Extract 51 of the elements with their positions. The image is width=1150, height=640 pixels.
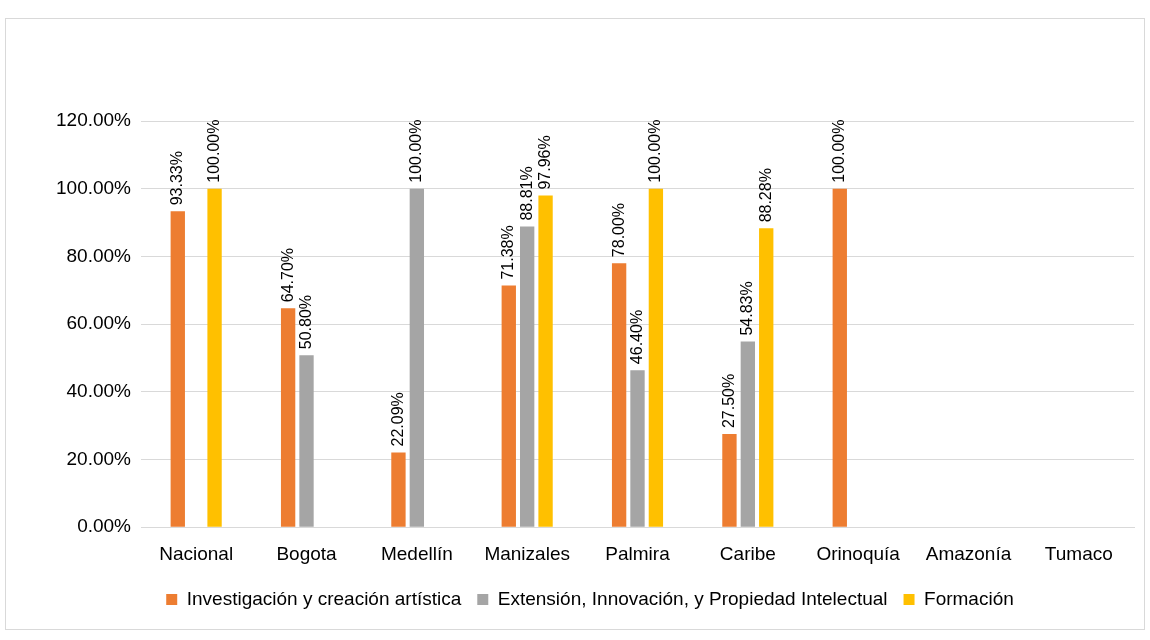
bar — [207, 188, 222, 527]
y-tick-label: 60.00% — [66, 312, 132, 334]
bar — [520, 226, 535, 527]
bar — [722, 434, 737, 527]
data-label: 88.28% — [756, 168, 774, 223]
legend-label: Investigación y creación artística — [186, 587, 462, 609]
bar — [759, 228, 774, 527]
bar — [391, 452, 406, 527]
data-label: 64.70% — [278, 247, 296, 303]
bar — [280, 308, 296, 527]
x-tick-label: Manizales — [484, 542, 570, 564]
bar — [611, 263, 627, 527]
y-tick-label: 100.00% — [55, 176, 132, 198]
y-tick-label: 80.00% — [66, 244, 132, 266]
x-tick-label: Bogota — [276, 542, 338, 564]
data-label: 97.96% — [535, 135, 553, 190]
data-label: 46.40% — [627, 309, 645, 365]
bar — [538, 195, 553, 527]
data-label: 100.00% — [646, 119, 664, 183]
x-tick-label: Palmira — [605, 542, 671, 564]
x-tick-label: Medellín — [380, 542, 453, 564]
data-label: 100.00% — [204, 119, 222, 183]
bar — [501, 285, 516, 527]
y-tick-label: 20.00% — [66, 447, 132, 469]
bar — [170, 211, 185, 527]
data-label: 100.00% — [407, 119, 425, 183]
bar — [409, 188, 425, 527]
x-tick-label: Amazonía — [925, 542, 1012, 564]
data-label: 93.33% — [168, 151, 186, 206]
data-label: 54.83% — [738, 281, 756, 336]
data-label: 27.50% — [719, 373, 737, 429]
data-label: 22.09% — [388, 392, 406, 447]
y-tick-label: 0.00% — [77, 515, 132, 537]
data-label: 50.80% — [296, 294, 314, 350]
bar — [832, 188, 847, 527]
data-label: 78.00% — [609, 202, 627, 258]
legend-label: Extensión, Innovación, y Propiedad Intelectual — [497, 587, 888, 609]
data-label: 88.81% — [517, 166, 535, 221]
x-tick-label: Orinoquía — [816, 542, 901, 564]
data-label: 100.00% — [830, 119, 848, 183]
x-tick-label: Tumaco — [1044, 542, 1113, 564]
x-tick-label: Caribe — [719, 542, 776, 564]
bar — [740, 341, 756, 527]
data-label: 71.38% — [499, 225, 517, 280]
y-tick-label: 40.00% — [66, 380, 132, 402]
bar — [299, 355, 314, 527]
x-tick-label: Nacional — [159, 542, 234, 564]
bar — [630, 370, 645, 527]
bar — [648, 188, 664, 527]
legend-label: Formación — [924, 587, 1014, 609]
y-tick-label: 120.00% — [55, 109, 132, 131]
